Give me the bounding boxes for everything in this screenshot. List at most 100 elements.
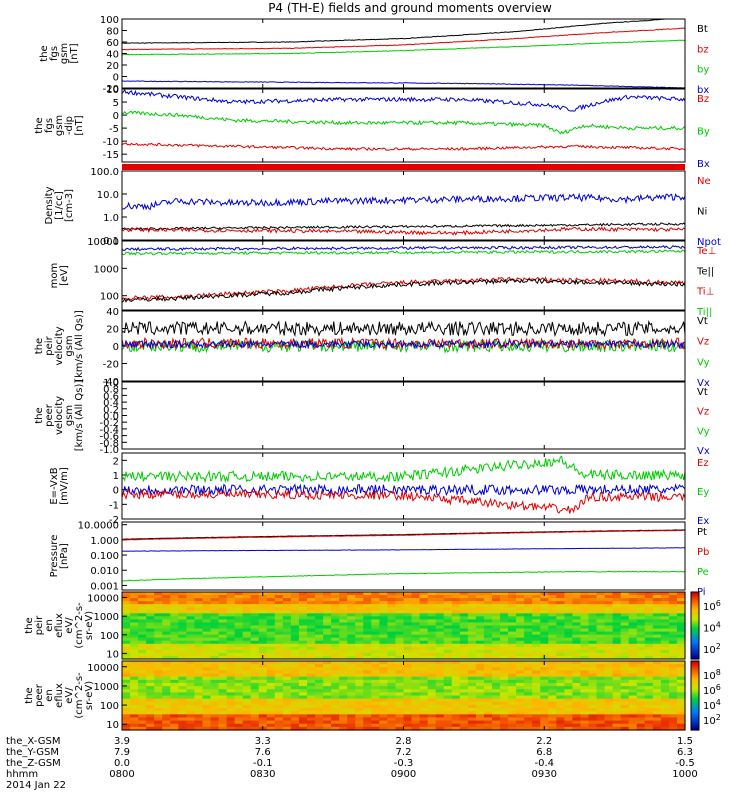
heatmap-cell — [612, 646, 622, 651]
heatmap-cell — [331, 646, 340, 651]
heatmap-cell — [588, 625, 598, 630]
heatmap-cell — [516, 598, 525, 602]
heatmap-cell — [298, 646, 308, 651]
heatmap-cell — [122, 649, 131, 654]
heatmap-cell — [636, 676, 646, 681]
heatmap-cell — [234, 646, 244, 651]
colorbar-swatch — [691, 712, 699, 716]
heatmap-cell — [411, 689, 421, 693]
heatmap-cell — [540, 652, 549, 657]
heatmap-cell — [467, 698, 477, 703]
heatmap-cell — [363, 695, 372, 700]
heatmap-cell — [475, 717, 485, 722]
heatmap-cell — [628, 676, 638, 681]
heatmap-cell — [218, 610, 228, 614]
heatmap-cell — [572, 613, 582, 617]
heatmap-cell — [524, 622, 533, 627]
heatmap-cell — [596, 652, 606, 657]
heatmap-cell — [186, 723, 195, 728]
heatmap-cell — [435, 655, 445, 660]
colorbar-swatch — [691, 717, 699, 721]
heatmap-cell — [443, 595, 453, 599]
heatmap-cell — [532, 616, 541, 621]
heatmap-cell — [668, 592, 678, 596]
heatmap-cell — [556, 637, 565, 642]
heatmap-cell — [548, 634, 557, 639]
heatmap-cell — [186, 692, 195, 697]
ephemeris-value: 0930 — [532, 769, 557, 780]
heatmap-cell — [331, 607, 340, 611]
heatmap-cell — [250, 711, 260, 715]
heatmap-cell — [652, 601, 662, 605]
heatmap-cell — [556, 604, 565, 608]
heatmap-cell — [467, 610, 477, 614]
heatmap-cell — [668, 655, 678, 660]
heatmap-cell — [516, 698, 525, 703]
heatmap-cell — [347, 723, 356, 728]
y-tick-label: -20 — [103, 84, 119, 95]
heatmap-cell — [508, 714, 517, 719]
heatmap-cell — [379, 604, 389, 608]
heatmap-cell — [443, 604, 453, 608]
heatmap-cell — [443, 592, 453, 596]
heatmap-cell — [524, 598, 533, 602]
heatmap-cell — [459, 619, 469, 624]
heatmap-cell — [122, 592, 131, 596]
heatmap-cell — [435, 625, 445, 630]
heatmap-cell — [162, 661, 171, 665]
heatmap-cell — [491, 625, 501, 630]
heatmap-cell — [620, 643, 630, 648]
heatmap-cell — [371, 601, 380, 605]
colorbar-tick-label: 102 — [703, 713, 721, 727]
heatmap-cell — [210, 720, 220, 725]
heatmap-cell — [323, 595, 332, 599]
heatmap-cell — [266, 604, 276, 608]
heatmap-cell — [194, 714, 204, 719]
legend-entry: bx — [697, 85, 709, 96]
heatmap-cell — [596, 682, 606, 687]
heatmap-cell — [162, 667, 171, 672]
heatmap-cell — [234, 670, 244, 675]
heatmap-cell — [660, 616, 670, 621]
heatmap-cell — [170, 673, 179, 678]
heatmap-cell — [170, 698, 179, 703]
heatmap-cell — [652, 673, 662, 678]
heatmap-cell — [347, 689, 356, 693]
heatmap-cell — [298, 723, 308, 728]
heatmap-cell — [588, 655, 598, 660]
heatmap-cell — [202, 652, 212, 657]
heatmap-cell — [210, 604, 220, 608]
y-tick-label: 0 — [113, 73, 119, 84]
heatmap-cell — [532, 649, 541, 654]
heatmap-cell — [628, 661, 638, 665]
heatmap-cell — [564, 604, 573, 608]
heatmap-cell — [491, 723, 501, 728]
heatmap-cell — [524, 643, 533, 648]
heatmap-cell — [668, 625, 678, 630]
heatmap-cell — [411, 686, 421, 690]
heatmap-cell — [355, 643, 364, 648]
heatmap-cell — [290, 720, 300, 725]
heatmap-cell — [532, 613, 541, 617]
heatmap-cell — [596, 616, 606, 621]
heatmap-cell — [644, 676, 654, 681]
series-line-By — [121, 110, 686, 135]
heatmap-cell — [323, 607, 332, 611]
heatmap-cell — [154, 649, 163, 654]
heatmap-cell — [162, 708, 171, 712]
y-tick-label: 1000 — [94, 264, 119, 275]
heatmap-cell — [290, 649, 300, 654]
heatmap-cell — [540, 616, 549, 621]
heatmap-cell — [524, 625, 533, 630]
heatmap-cell — [668, 640, 678, 645]
heatmap-cell — [612, 592, 622, 596]
heatmap-cell — [298, 601, 308, 605]
heatmap-cell — [588, 667, 598, 672]
heatmap-cell — [226, 692, 236, 697]
heatmap-cell — [210, 622, 220, 627]
heatmap-cell — [636, 698, 646, 703]
heatmap-cell — [508, 598, 517, 602]
heatmap-cell — [548, 711, 557, 715]
heatmap-cell — [274, 673, 284, 678]
heatmap-cell — [266, 670, 276, 675]
